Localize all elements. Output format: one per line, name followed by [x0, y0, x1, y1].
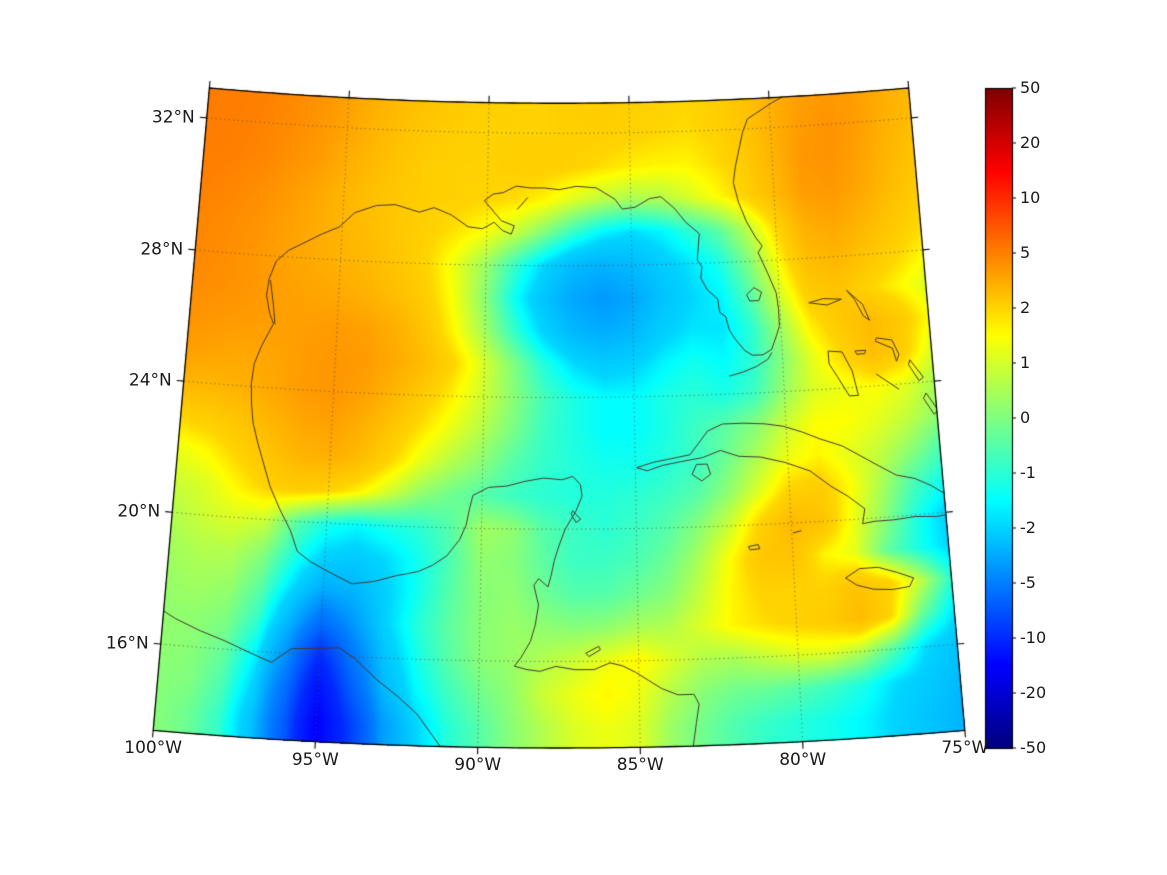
- colorbar: [985, 88, 1012, 748]
